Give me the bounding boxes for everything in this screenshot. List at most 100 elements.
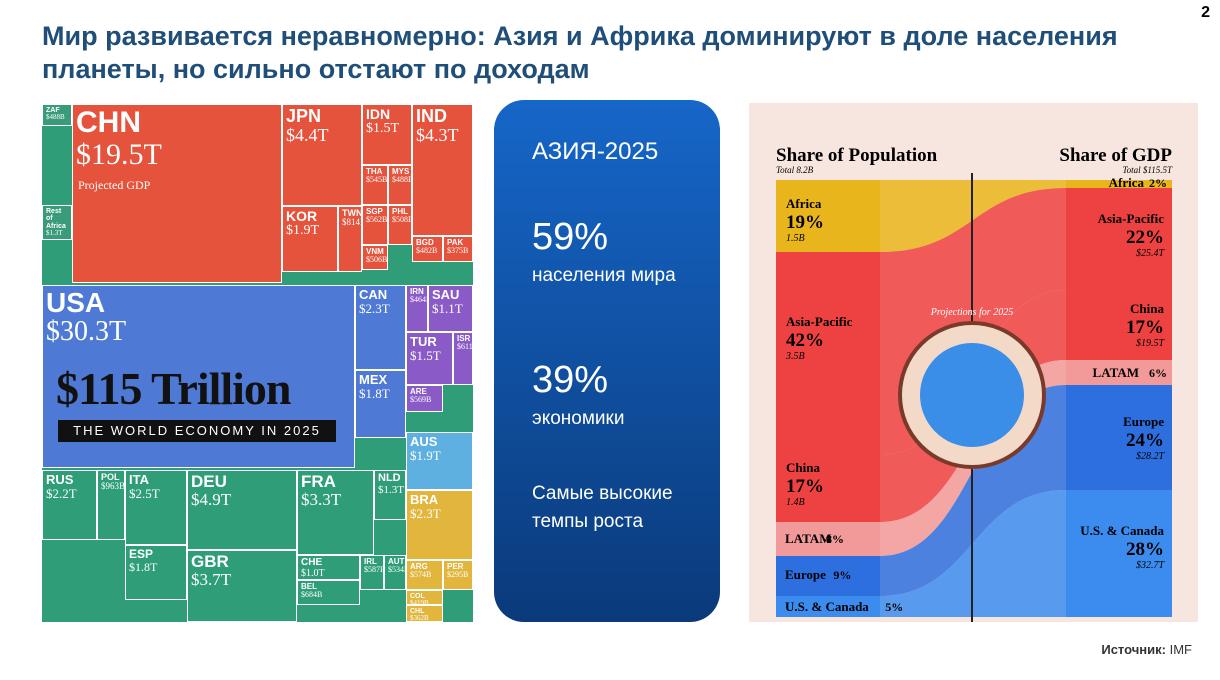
region-name: Asia-Pacific (786, 314, 853, 329)
tile-value: $569B (410, 395, 432, 405)
tile-value: $611B (457, 342, 473, 352)
tile-code: FRA (301, 472, 336, 491)
right-band (1066, 180, 1172, 188)
right-band (1066, 360, 1172, 385)
tile: SGP $562B (362, 205, 388, 245)
tile-code: NLD (378, 472, 401, 484)
tile: AUS $1.9T (406, 432, 473, 490)
left-band (776, 455, 880, 522)
right-title: Share of GDP (1059, 145, 1172, 166)
tile: IRN$464B (406, 285, 428, 332)
tile-code: SAU (432, 287, 460, 302)
tile-code: ZAF (46, 107, 60, 114)
tile-code: USA (46, 287, 106, 318)
right-band (1066, 188, 1172, 290)
subheadline: THE WORLD ECONOMY IN 2025 (58, 420, 336, 442)
region-share: 17% (1126, 317, 1164, 338)
tile: ESP $1.8T (125, 545, 187, 600)
region-share: 42% (786, 330, 824, 351)
region-name: Europe (785, 567, 826, 582)
region-name: China (1130, 301, 1164, 316)
tile-value: $2.2T (46, 485, 77, 501)
region-name: LATAM (1093, 365, 1139, 380)
region-name: Europe (1123, 414, 1164, 429)
region-name: China (786, 460, 820, 475)
tile-code: DEU (191, 472, 227, 491)
card-text: населения мира (532, 265, 676, 286)
tile-code: BGD (416, 238, 434, 247)
left-band (776, 522, 880, 556)
tile-value: $814B (342, 217, 361, 228)
source-label: Источник: (1101, 642, 1166, 657)
region-amount: 1.5B (786, 233, 805, 244)
tile-code: IRL (364, 557, 377, 566)
tile-code: PHL (392, 207, 408, 216)
tile: THA $545B (362, 165, 388, 205)
tile-code: ITA (129, 472, 149, 487)
tile: BRA $2.3T (406, 490, 473, 560)
tile-code: BEL (301, 582, 317, 591)
tile-value: $4.4T (286, 124, 329, 145)
tile-code: MEX (359, 372, 388, 387)
left-band (776, 180, 880, 252)
tile: CHL $362B (406, 605, 443, 622)
tile-code: THA (366, 167, 383, 176)
tile-code: IDN (366, 106, 391, 122)
region-share: 22% (1126, 227, 1164, 248)
tile: SAU $1.1T (428, 285, 473, 332)
tile: Rest of Africa $1.3T (42, 205, 72, 240)
tile-value: $1.9T (286, 222, 320, 238)
tile-value: $30.3T (46, 316, 127, 348)
tile-value: $1.0T (301, 567, 325, 579)
tile-code: CHL (410, 608, 425, 615)
left-title: Share of Population (776, 145, 938, 166)
region-name: LATAM (785, 531, 831, 546)
tile-value: $3.3T (301, 489, 342, 509)
tile: IDN $1.5T (362, 104, 412, 165)
tile-value: $362B (410, 614, 429, 622)
tile-code: JPN (286, 106, 322, 126)
tile-code: CHN (76, 106, 141, 139)
left-band (776, 596, 880, 617)
region-share: 19% (786, 212, 824, 233)
right-band (1066, 385, 1172, 490)
region-share: 17% (786, 476, 824, 497)
tile-value: $2.3T (410, 505, 441, 521)
tile-value: $1.8T (129, 559, 158, 574)
tile-value: $545B (366, 175, 388, 185)
left-band (776, 556, 880, 596)
right-band (1066, 490, 1172, 617)
tile-value: $1.3T (46, 229, 63, 238)
tile: PER $295B (443, 560, 473, 590)
tile-code: PER (447, 562, 464, 571)
tile-value: $19.5T (76, 137, 162, 171)
tile: IND $4.3T (412, 104, 473, 236)
tile-code: VNM (366, 247, 384, 256)
tile-value: $482B (416, 246, 438, 256)
tile-value: $1.3T (378, 483, 404, 496)
tile-value: $2.3T (359, 300, 390, 316)
tile: ITA $2.5T (125, 470, 187, 545)
left-total: Total 8.2B (776, 165, 814, 175)
region-share: 5% (885, 600, 903, 614)
tile: ARG $574B (406, 560, 443, 590)
region-share: 2% (1149, 176, 1167, 190)
region-share: 24% (1126, 430, 1164, 451)
source: Источник: IMF (1101, 642, 1192, 657)
tile: MYS $488B (388, 165, 412, 205)
card-text: Самые высокие темпы роста (532, 483, 673, 532)
tile-code: BRA (410, 492, 439, 507)
tile-code: IND (416, 106, 447, 126)
tile-code: PAK (447, 238, 464, 247)
tile-code: COL (410, 593, 425, 600)
tile-value: $2.5T (129, 485, 160, 501)
tile-value: $419B (410, 599, 429, 605)
region-name: Asia-Pacific (1098, 211, 1165, 226)
tile-value: $488B (46, 113, 65, 122)
tile-value: $375B (447, 246, 469, 256)
tile-value: $1.8T (359, 385, 390, 401)
